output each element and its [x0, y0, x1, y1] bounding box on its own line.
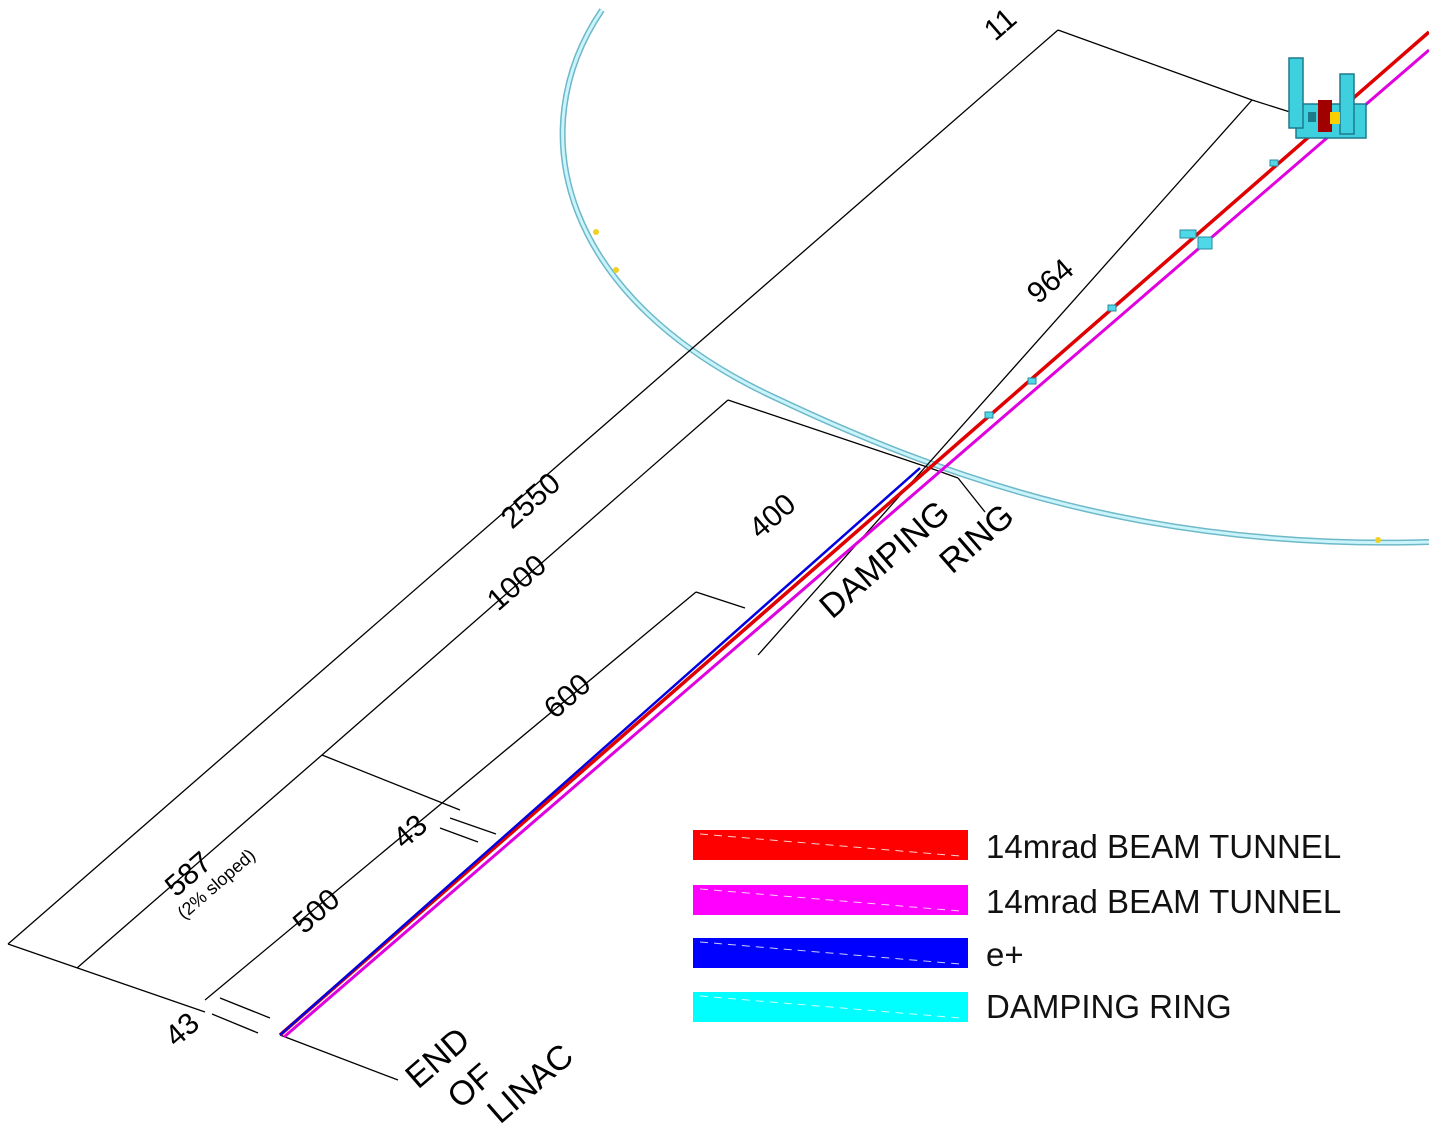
legend-label: 14mrad BEAM TUNNEL — [986, 883, 1341, 920]
dim-43-lower: 43 — [159, 1006, 206, 1053]
legend: 14mrad BEAM TUNNEL 14mrad BEAM TUNNEL e+… — [693, 828, 1341, 1025]
damping-ring — [559, 8, 1429, 546]
legend-item-damping-ring: DAMPING RING — [693, 988, 1232, 1025]
dimension-lines — [7, 29, 1291, 1081]
dim-964: 964 — [1021, 253, 1080, 311]
legend-label: 14mrad BEAM TUNNEL — [986, 828, 1341, 865]
dim-500: 500 — [287, 883, 346, 941]
legend-item-positron: e+ — [693, 936, 1024, 973]
legend-item-magenta-tunnel: 14mrad BEAM TUNNEL — [693, 883, 1341, 920]
legend-item-red-tunnel: 14mrad BEAM TUNNEL — [693, 828, 1341, 865]
interaction-hall-icon — [1288, 57, 1367, 139]
dim-2550: 2550 — [495, 467, 567, 536]
dim-11: 11 — [978, 2, 1023, 47]
legend-label: e+ — [986, 936, 1024, 973]
beam-tunnels — [278, 30, 1429, 1039]
dim-400: 400 — [743, 488, 802, 546]
legend-label: DAMPING RING — [986, 988, 1232, 1025]
